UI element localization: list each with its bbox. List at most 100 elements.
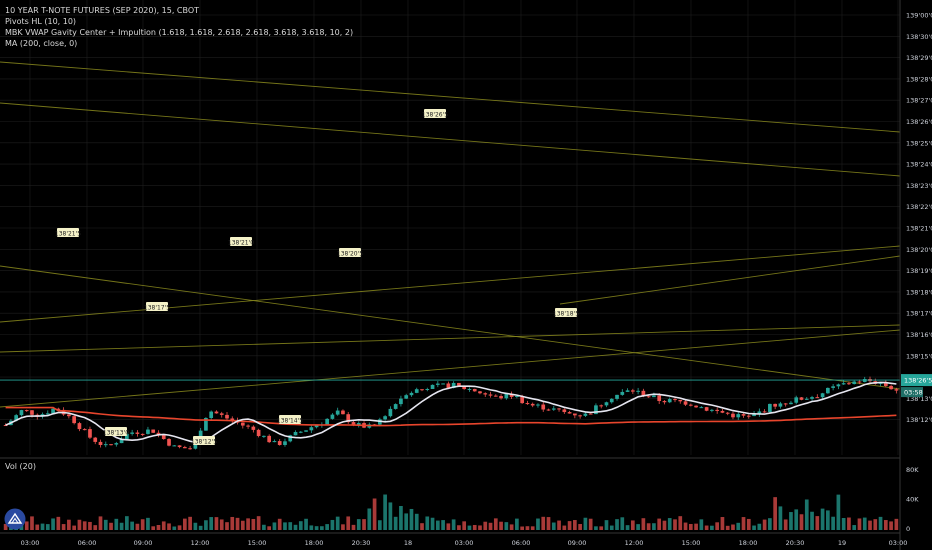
volume-bar	[493, 518, 498, 530]
volume-bar	[789, 512, 793, 530]
volume-bar	[715, 522, 720, 530]
pivot-label: 138'20'5	[337, 248, 363, 258]
time-tick-label: 03:00	[21, 539, 40, 547]
volume-bar	[799, 514, 804, 530]
candle-body	[156, 432, 161, 435]
indicator-vwap[interactable]: MBK VWAP Gavity Center + Impultion (1.61…	[5, 28, 354, 37]
pivot-label: 138'13'0	[103, 427, 129, 437]
candle-body	[404, 395, 409, 399]
candle-body	[715, 409, 720, 411]
price-tick-label: 138'20'0	[906, 246, 932, 254]
volume-bar	[346, 516, 351, 530]
candle-body	[889, 385, 893, 390]
volume-bar	[430, 517, 435, 530]
volume-bar	[304, 518, 308, 530]
volume-bar	[414, 513, 419, 530]
price-tick-label: 138'27'0	[906, 97, 932, 105]
volume-bar	[794, 509, 799, 530]
candle-body	[188, 448, 192, 450]
volume-bar	[88, 521, 92, 530]
volume-legend[interactable]: Vol (20)	[5, 462, 36, 471]
trend-line	[559, 255, 901, 305]
candle-body	[467, 388, 472, 390]
volume-bar	[504, 522, 509, 530]
candle-body	[219, 413, 224, 415]
volume-bar	[325, 524, 329, 530]
time-tick-label: 03:00	[889, 539, 908, 547]
volume-bar	[731, 524, 735, 530]
volume-bar	[45, 524, 50, 530]
candle-body	[109, 444, 113, 446]
volume-bar	[752, 525, 756, 530]
volume-bar	[72, 525, 76, 530]
candle-body	[182, 447, 187, 449]
candle-body	[530, 403, 535, 406]
volume-bar	[588, 518, 593, 530]
volume-bar	[193, 522, 198, 530]
volume-bar	[604, 520, 609, 530]
volume-bar	[657, 518, 662, 530]
volume-bar	[662, 520, 667, 530]
candle-body	[815, 397, 820, 399]
time-tick-label: 15:00	[682, 539, 701, 547]
volume-bar	[673, 519, 677, 530]
volume-bar	[114, 518, 119, 530]
volume-bar	[520, 526, 524, 530]
candle-body	[45, 413, 50, 415]
tradingview-logo-icon[interactable]	[4, 508, 26, 530]
candle-body	[425, 389, 430, 391]
candle-body	[103, 444, 108, 446]
indicator-ma[interactable]: MA (200, close, 0)	[5, 39, 78, 48]
volume-bar	[536, 518, 540, 530]
indicator-pivots[interactable]: Pivots HL (10, 10)	[5, 17, 77, 26]
candle-body	[609, 398, 614, 403]
volume-bar	[736, 522, 741, 530]
volume-bar	[615, 519, 619, 530]
volume-bar	[710, 525, 714, 530]
candle-body	[214, 411, 219, 414]
candle-body	[388, 408, 393, 417]
volume-bar	[762, 519, 767, 530]
time-tick-label: 15:00	[248, 539, 267, 547]
price-tick-label: 138'24'0	[906, 161, 932, 169]
candle-body	[30, 410, 34, 415]
candle-body	[657, 395, 662, 402]
volume-bar	[826, 510, 830, 530]
volume-bar	[815, 516, 820, 530]
volume-bar	[3, 523, 8, 530]
time-axis[interactable]: 03:00 06:00 09:00 12:00 15:00 18:00 20:30 18 03:…	[0, 532, 908, 547]
volume-bar	[293, 524, 298, 530]
volume-bar	[167, 523, 171, 530]
candle-body	[551, 408, 556, 410]
volume-bar	[320, 526, 324, 530]
volume-bar	[198, 525, 203, 530]
pivot-labels: 138'21'5 138'17'5 138'21'0 138'20'5 138'26'5…	[55, 109, 579, 446]
volume-bar	[277, 518, 282, 530]
volume-bar	[699, 519, 704, 530]
volume-bar	[599, 526, 604, 530]
candle-body	[119, 439, 124, 444]
price-tick-label: 138'13'0	[906, 395, 932, 403]
volume-bar	[140, 519, 145, 530]
candle-body	[209, 411, 214, 418]
candle-body	[356, 423, 361, 426]
time-tick-label: 06:00	[512, 539, 531, 547]
symbol-title[interactable]: 10 YEAR T-NOTE FUTURES (SEP 2020), 15, C…	[5, 6, 200, 15]
candle-body	[493, 395, 498, 397]
volume-bar	[725, 525, 730, 530]
candle-body	[736, 414, 741, 418]
candle-body	[841, 383, 846, 385]
volume-bar	[30, 516, 34, 530]
volume-bar	[151, 526, 156, 530]
candle-body	[783, 403, 788, 405]
volume-tick-label: 0	[906, 525, 910, 533]
volume-bar	[372, 498, 377, 530]
candle-body	[451, 382, 456, 388]
candle-body	[799, 397, 804, 400]
volume-bar	[272, 522, 277, 530]
volume-bar	[594, 526, 598, 530]
candle-body	[256, 429, 261, 436]
candle-body	[725, 412, 730, 414]
time-tick-label: 12:00	[625, 539, 644, 547]
